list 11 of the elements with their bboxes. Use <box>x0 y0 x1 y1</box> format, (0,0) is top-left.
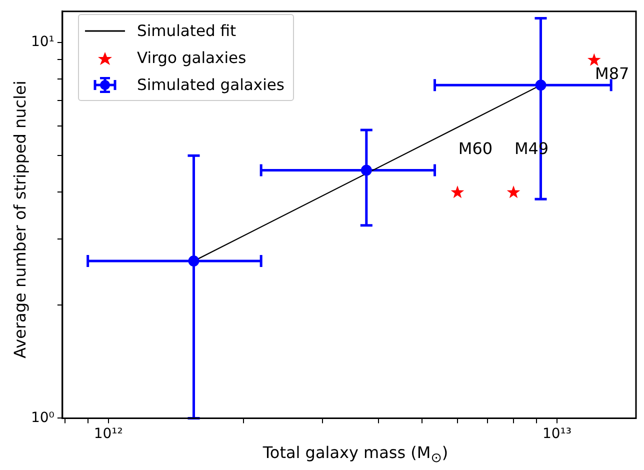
y-axis-title: Average number of stripped nuclei <box>10 80 30 360</box>
x-axis-title: Total galaxy mass (M$_{⊙}$) <box>262 443 450 466</box>
legend-label: Virgo galaxies <box>137 48 246 66</box>
x-tick-label: 10¹³ <box>542 426 572 442</box>
annotation: M60 <box>458 139 493 158</box>
legend-label: Simulated galaxies <box>137 76 284 94</box>
y-tick-label: 10⁰ <box>30 410 55 426</box>
x-tick-label: 10¹² <box>94 426 123 442</box>
annotation: M87 <box>595 64 630 83</box>
legend-label: Simulated fit <box>137 22 236 40</box>
y-tick-label: 10¹ <box>30 34 54 50</box>
